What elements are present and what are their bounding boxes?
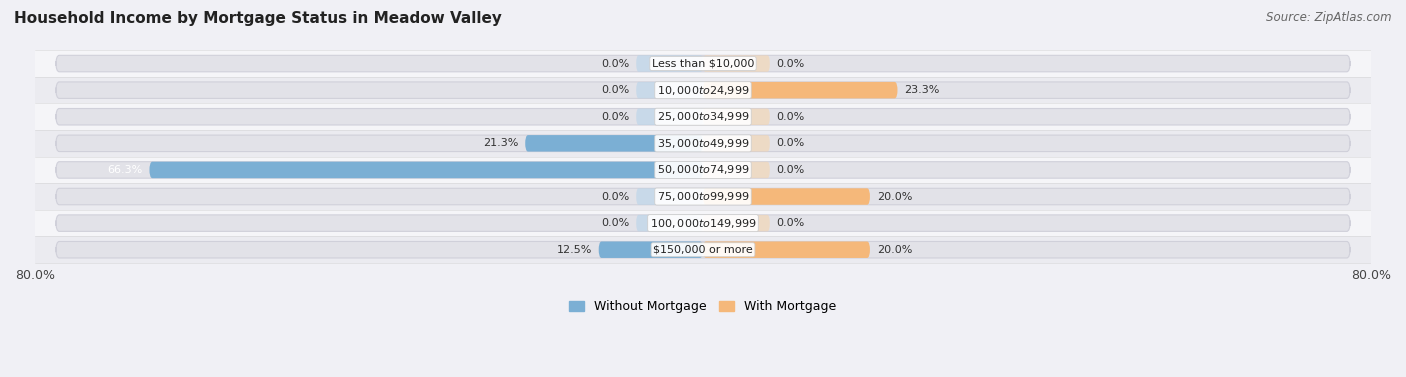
FancyBboxPatch shape (703, 135, 770, 152)
Text: Source: ZipAtlas.com: Source: ZipAtlas.com (1267, 11, 1392, 24)
Text: Household Income by Mortgage Status in Meadow Valley: Household Income by Mortgage Status in M… (14, 11, 502, 26)
Text: $50,000 to $74,999: $50,000 to $74,999 (657, 164, 749, 176)
Text: $25,000 to $34,999: $25,000 to $34,999 (657, 110, 749, 123)
FancyBboxPatch shape (56, 135, 1350, 152)
Text: Less than $10,000: Less than $10,000 (652, 58, 754, 69)
FancyBboxPatch shape (599, 242, 703, 258)
Text: 0.0%: 0.0% (602, 112, 630, 122)
FancyBboxPatch shape (56, 82, 1350, 98)
Text: 66.3%: 66.3% (107, 165, 143, 175)
Text: 20.0%: 20.0% (877, 192, 912, 202)
Bar (35, 156, 1371, 183)
Text: $150,000 or more: $150,000 or more (654, 245, 752, 255)
FancyBboxPatch shape (636, 215, 703, 231)
Text: $100,000 to $149,999: $100,000 to $149,999 (650, 217, 756, 230)
FancyBboxPatch shape (703, 215, 770, 231)
FancyBboxPatch shape (56, 188, 1350, 205)
Text: 20.0%: 20.0% (877, 245, 912, 255)
Bar (35, 77, 1371, 103)
Text: 0.0%: 0.0% (602, 192, 630, 202)
Text: 12.5%: 12.5% (557, 245, 592, 255)
FancyBboxPatch shape (56, 162, 1350, 178)
FancyBboxPatch shape (636, 109, 703, 125)
Text: 21.3%: 21.3% (484, 138, 519, 148)
FancyBboxPatch shape (149, 162, 703, 178)
Text: 0.0%: 0.0% (602, 58, 630, 69)
Text: $35,000 to $49,999: $35,000 to $49,999 (657, 137, 749, 150)
FancyBboxPatch shape (56, 55, 1350, 72)
FancyBboxPatch shape (56, 109, 1350, 125)
Bar (35, 50, 1371, 77)
Text: 0.0%: 0.0% (776, 165, 804, 175)
FancyBboxPatch shape (526, 135, 703, 152)
Text: 0.0%: 0.0% (602, 85, 630, 95)
Bar (35, 183, 1371, 210)
Text: 0.0%: 0.0% (602, 218, 630, 228)
Bar (35, 130, 1371, 156)
Bar (35, 236, 1371, 263)
Text: 0.0%: 0.0% (776, 138, 804, 148)
FancyBboxPatch shape (703, 109, 770, 125)
FancyBboxPatch shape (56, 242, 1350, 258)
Bar (35, 210, 1371, 236)
FancyBboxPatch shape (636, 188, 703, 205)
FancyBboxPatch shape (703, 242, 870, 258)
Text: 0.0%: 0.0% (776, 112, 804, 122)
FancyBboxPatch shape (636, 55, 703, 72)
Text: $10,000 to $24,999: $10,000 to $24,999 (657, 84, 749, 97)
Text: 0.0%: 0.0% (776, 58, 804, 69)
FancyBboxPatch shape (703, 55, 770, 72)
Text: $75,000 to $99,999: $75,000 to $99,999 (657, 190, 749, 203)
Bar (35, 103, 1371, 130)
FancyBboxPatch shape (56, 215, 1350, 231)
FancyBboxPatch shape (636, 82, 703, 98)
Text: 0.0%: 0.0% (776, 218, 804, 228)
FancyBboxPatch shape (703, 188, 870, 205)
FancyBboxPatch shape (703, 162, 770, 178)
Legend: Without Mortgage, With Mortgage: Without Mortgage, With Mortgage (564, 296, 842, 319)
Text: 23.3%: 23.3% (904, 85, 939, 95)
FancyBboxPatch shape (703, 82, 897, 98)
